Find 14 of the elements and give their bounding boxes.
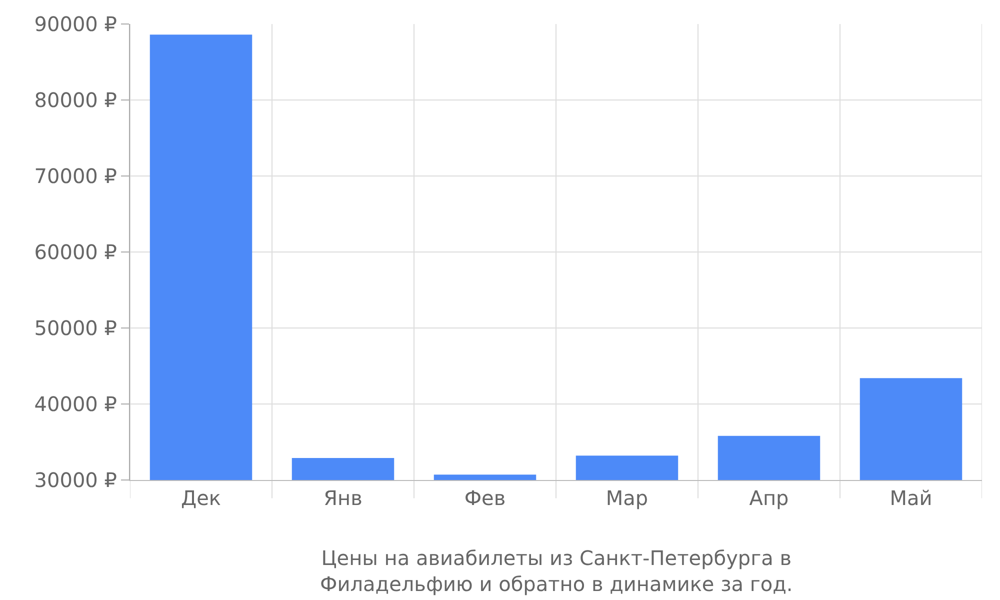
y-tick-label: 40000 ₽ (34, 392, 118, 416)
x-tick-label: Мар (606, 486, 648, 510)
y-tick-label: 90000 ₽ (34, 12, 118, 36)
x-tick-label: Фев (464, 486, 506, 510)
y-tick-label: 60000 ₽ (34, 240, 118, 264)
x-tick-label: Май (890, 486, 932, 510)
y-tick-label: 70000 ₽ (34, 164, 118, 188)
y-tick-label: 30000 ₽ (34, 468, 118, 492)
x-tick-label: Янв (324, 486, 362, 510)
x-tick-label: Дек (180, 486, 222, 510)
y-tick-label: 80000 ₽ (34, 88, 118, 112)
y-tick-label: 50000 ₽ (34, 316, 118, 340)
x-tick-label: Апр (749, 486, 789, 510)
text: Цены на авиабилеты из Санкт-Петербурга в Филадельфию и обратно в динамике за год. (320, 546, 793, 596)
